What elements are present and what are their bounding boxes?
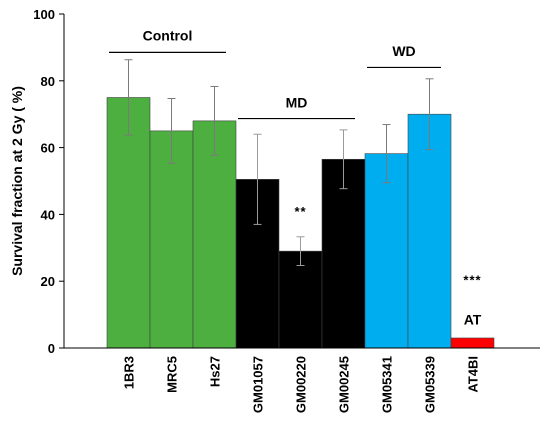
bars [106,97,495,349]
x-tick-label: 1BR3 [122,356,137,389]
group-label: Control [143,28,193,44]
y-axis: 0 20 40 60 80 100 [33,7,65,356]
annotations: *****AT [294,204,481,328]
group-brackets: Control MD WD [109,28,441,120]
x-axis: 1BR3 MRC5 Hs27 GM01057 GM00220 GM00245 GM05341… [64,347,540,413]
bar [278,250,323,349]
bar [149,130,194,349]
error-bars [124,59,434,267]
annotation-label: ** [294,204,306,219]
y-tick-label: 80 [41,74,55,89]
bar [192,120,237,349]
y-tick-label: 20 [41,274,55,289]
bar [407,113,452,349]
y-tick-label: 100 [33,7,55,22]
bar [364,153,409,349]
x-tick-label: GM01057 [251,356,266,413]
x-tick-label: GM00245 [337,356,352,413]
y-tick-label: 40 [41,207,55,222]
y-tick-label: 0 [48,341,55,356]
bar [321,158,366,349]
y-axis-label: Survival fraction at 2 Gy ( %) [9,86,25,276]
y-tick-label: 60 [41,141,55,156]
annotation-label: *** [463,273,481,288]
bar [450,337,495,349]
x-tick-label: GM05341 [380,356,395,413]
group-label: WD [392,43,415,59]
x-tick-label: GM05339 [423,356,438,413]
x-tick-label: Hs27 [208,356,223,387]
annotation-label: AT [464,312,482,328]
x-tick-label: AT4BI [466,356,481,393]
x-tick-label: MRC5 [165,356,180,393]
x-tick-label: GM00220 [294,356,309,413]
group-label: MD [286,95,308,111]
